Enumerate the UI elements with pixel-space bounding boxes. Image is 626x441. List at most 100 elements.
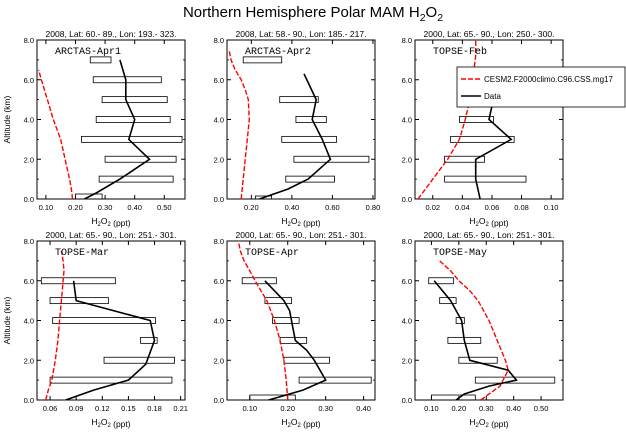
- y-tick-label: 6.0: [24, 277, 34, 286]
- x-tick-label: 0.10: [242, 404, 257, 413]
- y-tick-label: 4.0: [24, 116, 34, 125]
- y-axis-label: Altitude (km): [2, 296, 12, 344]
- y-tick-label: 6.0: [214, 277, 224, 286]
- range-box: [431, 394, 476, 400]
- model-series-line: [228, 49, 251, 199]
- y-tick-label: 0.0: [214, 396, 224, 405]
- y-tick-label: 0.0: [214, 195, 224, 204]
- data-series-line: [65, 280, 156, 400]
- legend: CESM2.F2000climo.C96.CSS.mg17 Data: [456, 66, 626, 108]
- x-tick-label: 0.30: [479, 404, 494, 413]
- panel-label: TOPSE-Mar: [55, 248, 109, 259]
- data-series-line: [264, 280, 327, 400]
- x-tick-label: 0.20: [280, 404, 295, 413]
- data-series-line: [84, 59, 151, 199]
- y-tick-label: 8.0: [402, 36, 412, 45]
- x-tick-label: 0.10: [424, 404, 439, 413]
- x-axis-label: H2O2 (ppt): [281, 417, 320, 429]
- range-box: [450, 135, 515, 143]
- range-box: [89, 56, 112, 64]
- chart-panel-3: 2000, Lat: 65.- 90., Lon: 250.- 300.0.02…: [402, 29, 626, 228]
- range-box: [458, 356, 498, 364]
- chart-panel-6: 2000, Lat: 65.- 90., Lon: 251.- 301. 0.0 2…: [402, 230, 564, 429]
- panel-header: 2008, Lat: 60.- 89., Lon: 193.- 323.: [46, 29, 177, 39]
- panel-header: 2000, Lat: 65.- 90., Lon: 251.- 301.: [424, 230, 555, 240]
- model-series-line: [237, 241, 289, 400]
- y-tick-label: 6.0: [24, 76, 34, 85]
- y-tick-label: 2.0: [402, 155, 412, 164]
- range-box: [49, 297, 109, 305]
- range-box: [428, 277, 454, 285]
- range-box: [279, 336, 308, 344]
- range-box: [241, 277, 277, 285]
- y-tick-label: 0.0: [24, 195, 34, 204]
- y-tick-label: 2.0: [24, 155, 34, 164]
- y-tick-label: 8.0: [24, 237, 34, 246]
- figure-title: Northern Hemisphere Polar MAM H2O2: [183, 4, 443, 24]
- range-box: [49, 376, 173, 384]
- x-tick-label: 0.06: [43, 404, 58, 413]
- x-tick-label: 0.50: [157, 203, 172, 212]
- x-tick-label: 0.12: [95, 404, 110, 413]
- x-tick-label: 0.80: [366, 203, 381, 212]
- y-tick-label: 0.0: [402, 396, 412, 405]
- model-series-line: [439, 260, 509, 400]
- legend-model-label: CESM2.F2000climo.C96.CSS.mg17: [484, 75, 613, 84]
- x-tick-label: 0.20: [68, 203, 83, 212]
- legend-data-label: Data: [484, 92, 501, 101]
- x-tick-label: 0.30: [98, 203, 113, 212]
- range-box: [285, 175, 335, 183]
- y-tick-label: 4.0: [214, 317, 224, 326]
- y-tick-label: 4.0: [402, 317, 412, 326]
- plot-frame: [226, 240, 376, 401]
- range-box: [264, 297, 292, 305]
- range-box: [249, 394, 296, 400]
- y-tick-label: 6.0: [402, 277, 412, 286]
- range-box: [281, 135, 337, 143]
- x-axis-label: H2O2 (ppt): [281, 216, 320, 228]
- y-tick-label: 8.0: [402, 237, 412, 246]
- y-tick-label: 6.0: [214, 76, 224, 85]
- y-tick-label: 2.0: [24, 356, 34, 365]
- panel-label: ARCTAS-Apr2: [245, 47, 311, 58]
- data-series-line: [433, 280, 518, 400]
- x-tick-label: 0.02: [425, 203, 440, 212]
- range-box: [140, 336, 158, 344]
- x-tick-label: 0.60: [325, 203, 340, 212]
- range-box: [101, 96, 168, 104]
- x-tick-label: 0.20: [452, 404, 467, 413]
- y-axis-label: Altitude (km): [2, 95, 12, 143]
- y-tick-label: 2.0: [402, 356, 412, 365]
- y-tick-label: 2.0: [214, 356, 224, 365]
- y-tick-label: 4.0: [24, 317, 34, 326]
- range-box: [254, 195, 273, 199]
- range-box: [293, 155, 370, 163]
- panel-label: TOPSE-May: [433, 248, 487, 259]
- y-tick-label: 4.0: [214, 116, 224, 125]
- range-box: [75, 193, 103, 199]
- x-tick-label: 0.06: [485, 203, 500, 212]
- range-box: [242, 56, 283, 64]
- x-axis-label: H2O2 (ppt): [469, 417, 508, 429]
- x-tick-label: 0.40: [285, 203, 300, 212]
- range-box: [52, 317, 156, 324]
- chart-panel-4: 2000, Lat: 65.- 90., Lon: 251.- 301. 0.0 2…: [2, 230, 188, 429]
- y-tick-label: 6.0: [402, 76, 412, 85]
- range-box: [40, 277, 116, 285]
- x-tick-label: 0.21: [173, 404, 188, 413]
- x-tick-label: 0.50: [534, 404, 549, 413]
- range-box: [283, 356, 330, 364]
- x-axis-label: H2O2 (ppt): [91, 417, 130, 429]
- chart-panel-2: 2008, Lat: 58.- 90., Lon: 185.- 217. 0.0 2…: [214, 29, 381, 228]
- x-tick-label: 0.30: [318, 404, 333, 413]
- x-tick-label: 0.08: [514, 203, 529, 212]
- range-box: [272, 317, 300, 324]
- plot-frame: [36, 39, 186, 200]
- x-tick-label: 0.20: [244, 203, 259, 212]
- panel-header: 2008, Lat: 58.- 90., Lon: 185.- 217.: [236, 29, 367, 39]
- y-tick-label: 8.0: [24, 36, 34, 45]
- chart-panel-5: 2000, Lat: 65.- 90., Lon: 251.- 301. 0.0 2…: [214, 230, 376, 429]
- y-tick-label: 8.0: [214, 237, 224, 246]
- x-tick-label: 0.40: [506, 404, 521, 413]
